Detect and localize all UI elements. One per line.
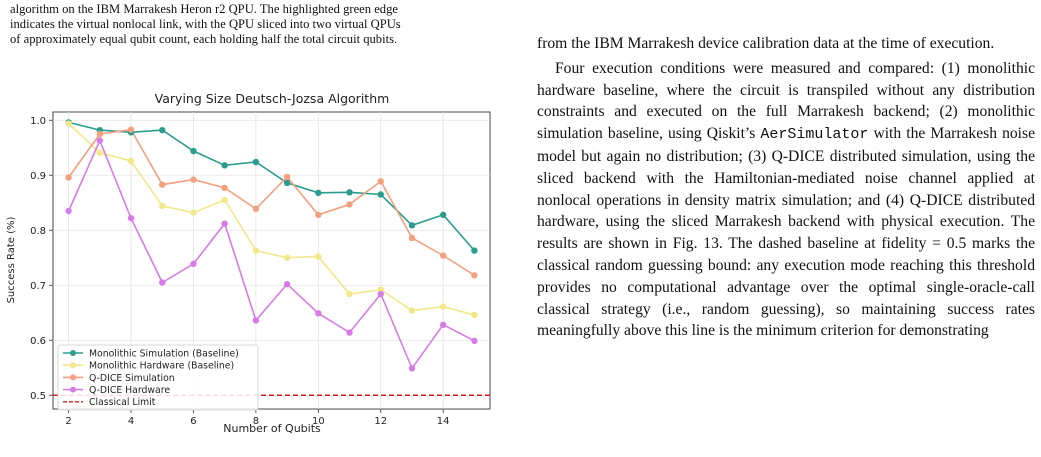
x-tick-label: 10 (312, 416, 325, 427)
data-point (377, 290, 384, 298)
legend-label: Q-DICE Hardware (89, 385, 170, 396)
x-tick-label: 8 (253, 416, 259, 427)
data-point (96, 149, 104, 156)
data-point (471, 311, 478, 319)
legend-marker (70, 374, 76, 381)
paragraph-continuation: from the IBM Marrakesh device calibratio… (537, 35, 995, 52)
data-point (471, 247, 478, 254)
y-tick-label: 1.0 (30, 116, 46, 127)
data-point (221, 220, 228, 227)
data-point (190, 147, 197, 155)
data-point (439, 211, 447, 219)
series-line (67, 138, 475, 370)
data-point (221, 196, 228, 204)
chart-title: Varying Size Deutsch-Jozsa Algorithm (155, 91, 390, 106)
data-point (408, 234, 416, 242)
data-point (190, 176, 197, 183)
data-point (252, 205, 260, 212)
legend-marker (70, 350, 76, 356)
y-tick-label: 0.5 (30, 391, 46, 402)
success-rate-figure: Varying Size Deutsch-Jozsa Algorithm 2 4 6… (0, 86, 525, 452)
data-point (315, 189, 322, 197)
data-point (439, 321, 447, 329)
body-text-column: from the IBM Marrakesh device calibratio… (537, 33, 1035, 342)
data-point (127, 214, 135, 222)
data-point (159, 126, 166, 134)
chart-legend: Monolithic Simulation (Baseline) Monolith… (57, 344, 259, 411)
data-point (65, 120, 72, 127)
data-point (283, 179, 291, 187)
x-tick-label: 12 (374, 416, 387, 427)
series-lines (67, 121, 476, 370)
data-point (439, 252, 447, 259)
x-axis-label: Number of Qubits (223, 422, 321, 435)
data-point (252, 247, 260, 254)
y-tick-label: 0.8 (30, 226, 46, 237)
data-point (315, 253, 322, 260)
data-point (221, 184, 228, 192)
data-point (377, 286, 384, 293)
data-point (408, 307, 416, 314)
data-point (283, 280, 291, 288)
data-point (159, 181, 166, 188)
data-point (346, 189, 353, 196)
data-point (439, 303, 447, 310)
legend-label: Monolithic Simulation (Baseline) (89, 348, 239, 359)
data-point (471, 272, 478, 279)
series-markers (65, 119, 478, 372)
caption-line-1: algorithm on the IBM Marrakesh Heron r2 … (10, 2, 398, 16)
data-point (221, 162, 228, 169)
y-tick-label: 0.7 (30, 281, 46, 292)
legend-marker (70, 362, 76, 369)
data-point (190, 209, 197, 216)
data-point (408, 365, 416, 372)
legend-label: Q-DICE Simulation (89, 373, 175, 384)
data-point (283, 254, 291, 261)
inline-code: AerSimulator (760, 126, 869, 144)
data-point (346, 201, 353, 208)
x-tick-label: 4 (128, 416, 134, 427)
paragraph-text-b: with the Marrakesh noise model but again… (537, 125, 1035, 340)
x-tick-label: 2 (65, 416, 71, 427)
x-tick-label: 6 (190, 416, 196, 427)
data-point (159, 279, 166, 286)
paragraph-execution-conditions: Four execution conditions were measured … (537, 58, 1035, 342)
data-point (65, 207, 72, 215)
data-point (315, 310, 322, 317)
data-point (96, 130, 104, 138)
data-point (252, 317, 260, 324)
data-point (96, 137, 104, 144)
data-point (377, 178, 384, 185)
data-point (471, 337, 478, 344)
data-point (346, 290, 353, 298)
series-line (67, 128, 475, 276)
data-point (377, 191, 384, 198)
caption-line-2: indicates the virtual nonlocal link, wit… (10, 17, 401, 31)
data-point (346, 329, 353, 336)
data-point (252, 158, 260, 166)
data-point (408, 222, 416, 229)
caption-line-3: of approximately equal qubit count, each… (10, 32, 398, 46)
figure-caption-fragment: algorithm on the IBM Marrakesh Heron r2 … (10, 2, 522, 47)
series-line (68, 122, 475, 316)
x-tick-label: 14 (437, 416, 450, 427)
y-tick-label: 0.6 (30, 336, 46, 347)
y-axis-label: Success Rate (%) (6, 216, 17, 303)
data-point (190, 260, 197, 267)
series-line (68, 121, 476, 252)
data-point (159, 202, 166, 210)
legend-box (57, 344, 259, 411)
data-point (127, 126, 135, 133)
paragraph-text-a: Four execution conditions were measured … (537, 59, 1035, 143)
legend-label: Monolithic Hardware (Baseline) (89, 361, 234, 372)
legend-marker (70, 386, 76, 393)
data-point (65, 174, 72, 181)
data-point (127, 157, 135, 165)
legend-label: Classical Limit (89, 397, 156, 408)
axis-ticks: 2 4 6 8 10 12 14 0.5 0.6 0.7 0.8 0.9 1.0 (30, 116, 449, 427)
y-tick-label: 0.9 (30, 171, 46, 182)
data-point (283, 173, 291, 181)
line-chart: Varying Size Deutsch-Jozsa Algorithm 2 4 6… (6, 91, 491, 435)
data-point (315, 211, 322, 219)
